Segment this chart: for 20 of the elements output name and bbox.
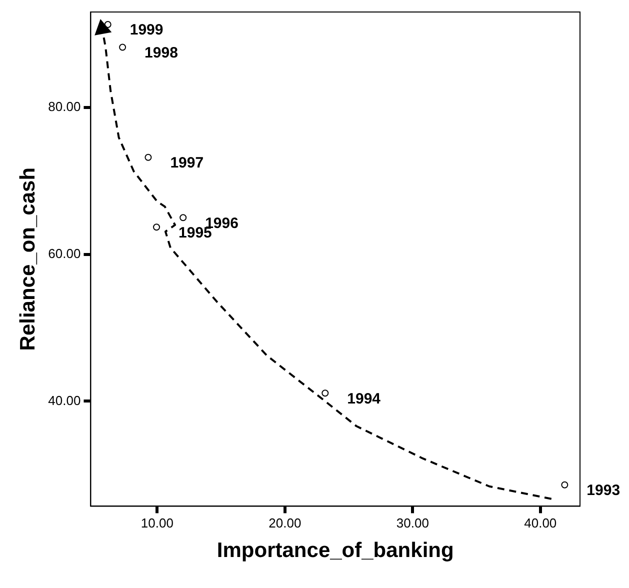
annotation: 1993 (586, 482, 620, 500)
point (180, 214, 187, 222)
point (322, 390, 329, 397)
y-tick-label: 80.00 (48, 99, 81, 114)
point (119, 44, 126, 51)
annotation: 1994 (347, 390, 382, 408)
x-axis-title: Importance_of_banking (216, 539, 454, 562)
x-tick-label: 10.00 (140, 516, 174, 531)
y-axis-title: Reliance_on_cash (16, 167, 40, 351)
y-tick-label: 60.00 (48, 246, 81, 261)
annotation: 1999 (130, 22, 164, 39)
annotation: 1998 (144, 44, 178, 62)
x-tick-label: 40.00 (524, 516, 557, 531)
point (144, 154, 152, 161)
y-tick-label: 40.00 (48, 392, 81, 408)
x-tick-label: 20.00 (268, 516, 302, 531)
x-tick-label: 30.00 (396, 516, 429, 531)
point (153, 224, 160, 231)
annotation: 1997 (170, 154, 204, 172)
point (561, 481, 568, 488)
